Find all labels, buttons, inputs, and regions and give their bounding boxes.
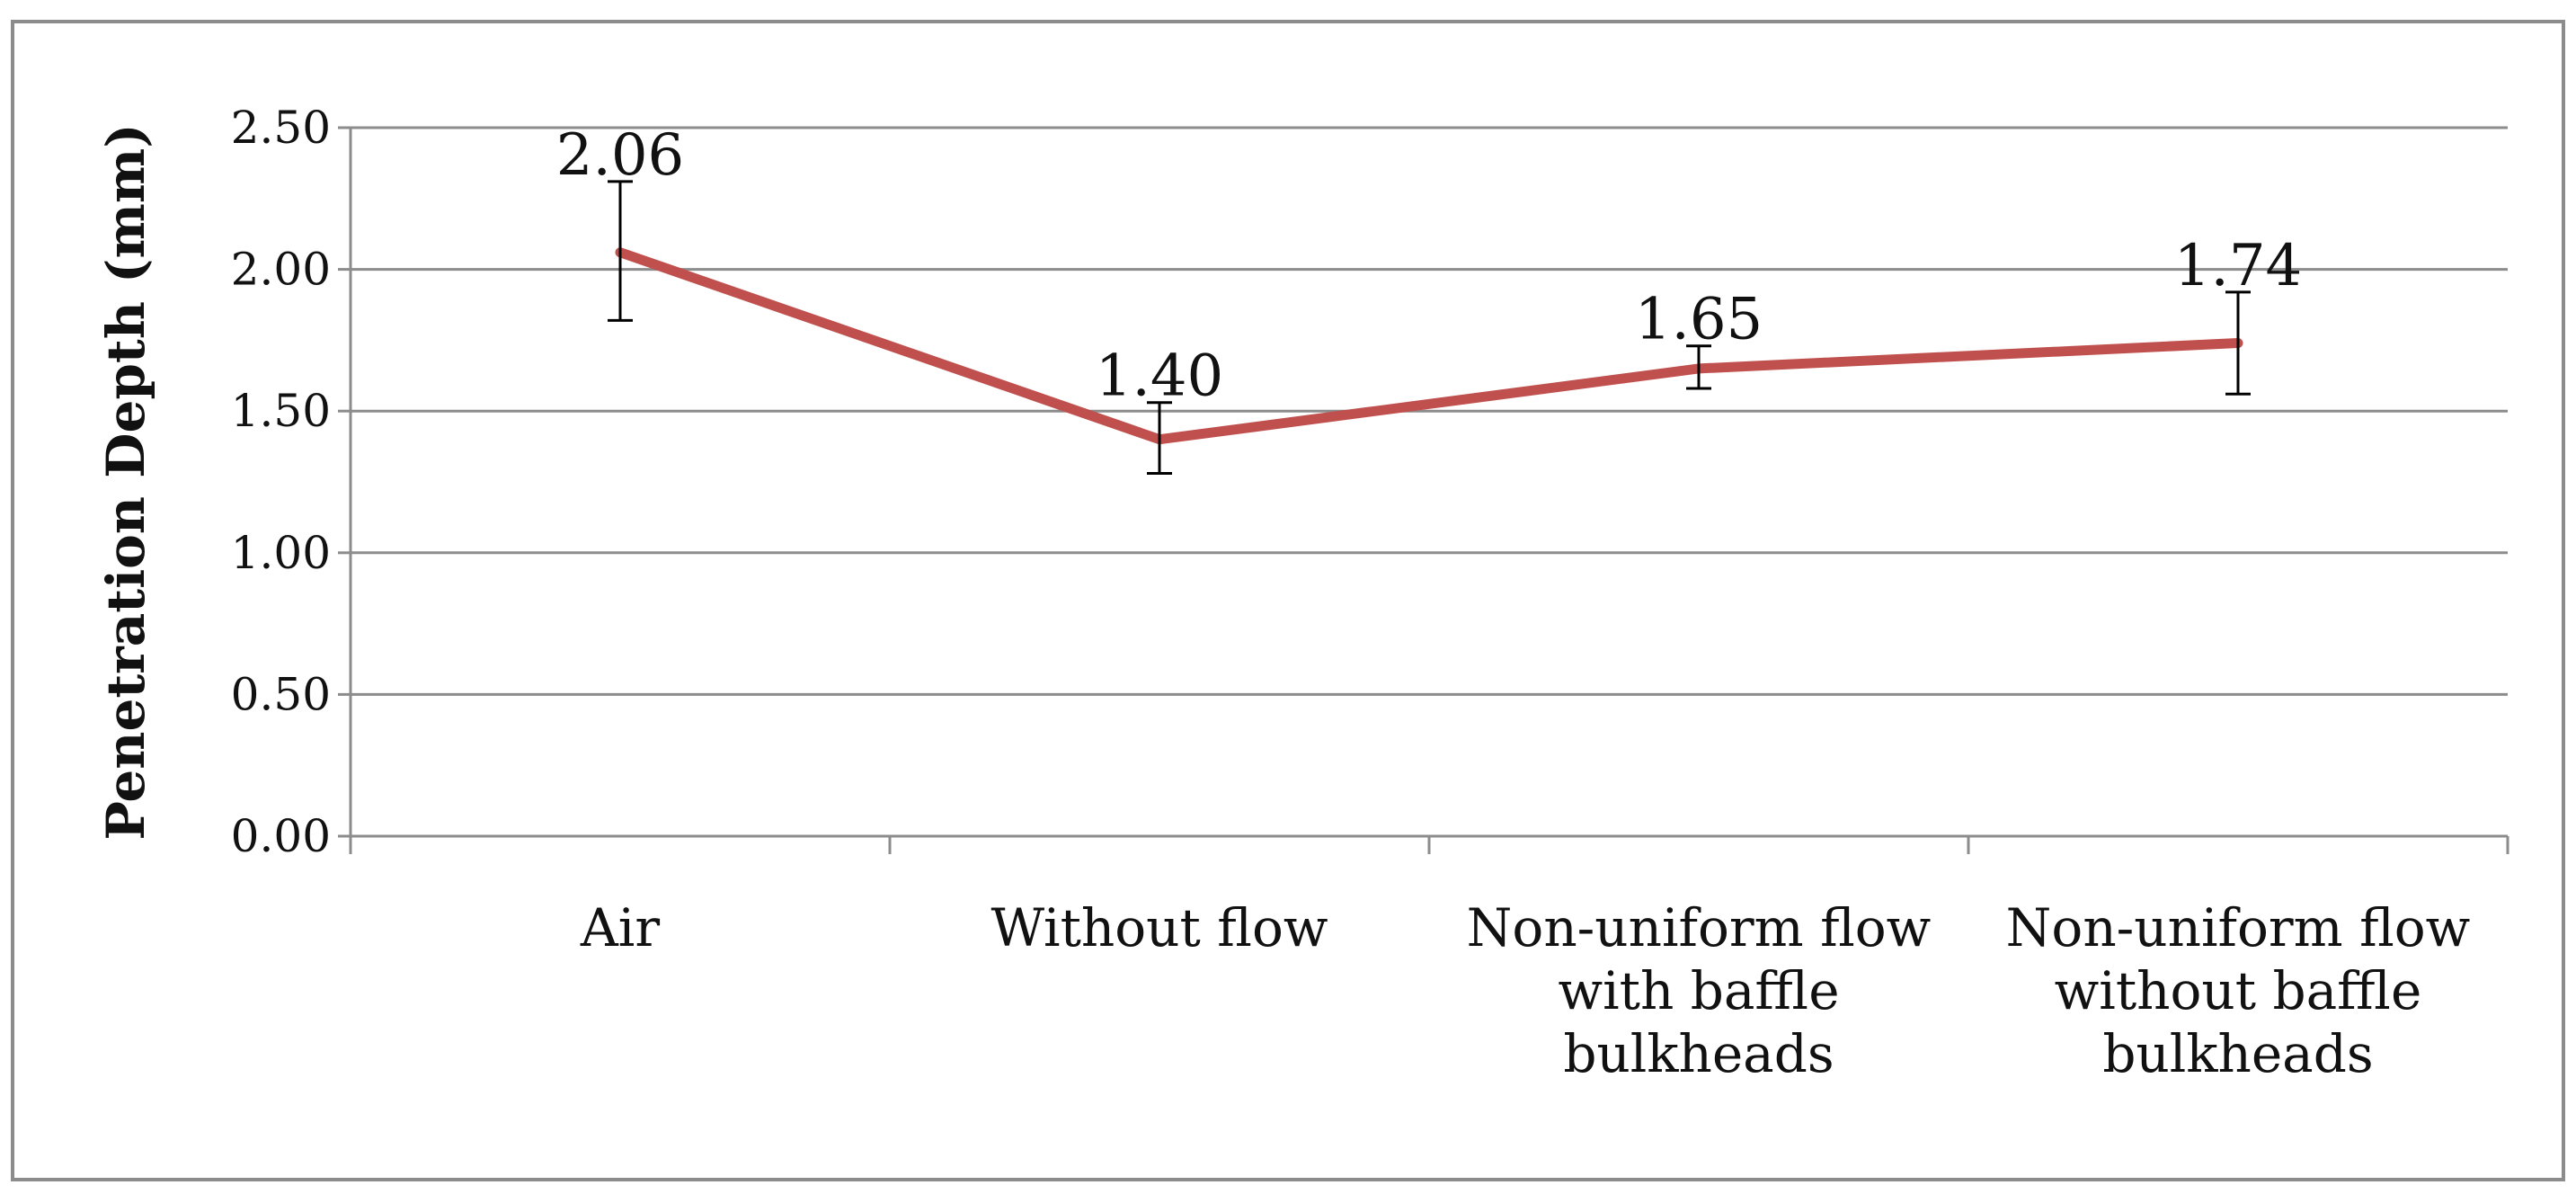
- chart-frame: [11, 20, 2565, 1181]
- data-label: 1.74: [2174, 233, 2303, 299]
- x-category-label: without baffle: [2055, 960, 2422, 1021]
- labels: 0.00 0.50 1.00 1.50 2.00 2.50 Air Without flow N…: [231, 102, 2471, 1084]
- series-line: [608, 180, 2251, 476]
- y-tick-label: 1.00: [231, 527, 331, 579]
- y-tick-label: 2.50: [231, 102, 331, 154]
- y-tick-label: 0.00: [231, 810, 331, 862]
- x-category-label: Without flow: [990, 897, 1328, 958]
- y-tick-label: 0.50: [231, 668, 331, 720]
- axes: [338, 126, 2509, 854]
- x-category-label: bulkheads: [2102, 1023, 2373, 1084]
- data-label: 1.40: [1096, 343, 1224, 410]
- data-label: 2.06: [556, 122, 685, 189]
- y-tick-label: 1.50: [231, 385, 331, 437]
- gridlines: [351, 126, 2508, 696]
- y-axis-title: Penetration Depth (mm): [95, 123, 156, 840]
- series-polyline: [615, 247, 2243, 445]
- y-tick-label: 2.00: [231, 244, 331, 296]
- x-category-label: Air: [580, 897, 660, 958]
- x-category-label: with baffle: [1558, 960, 1839, 1021]
- x-category-label: bulkheads: [1563, 1023, 1834, 1084]
- x-category-label: Non-uniform flow: [2006, 897, 2471, 958]
- x-category-label: Non-uniform flow: [1467, 897, 1932, 958]
- data-label: 1.65: [1635, 287, 1763, 353]
